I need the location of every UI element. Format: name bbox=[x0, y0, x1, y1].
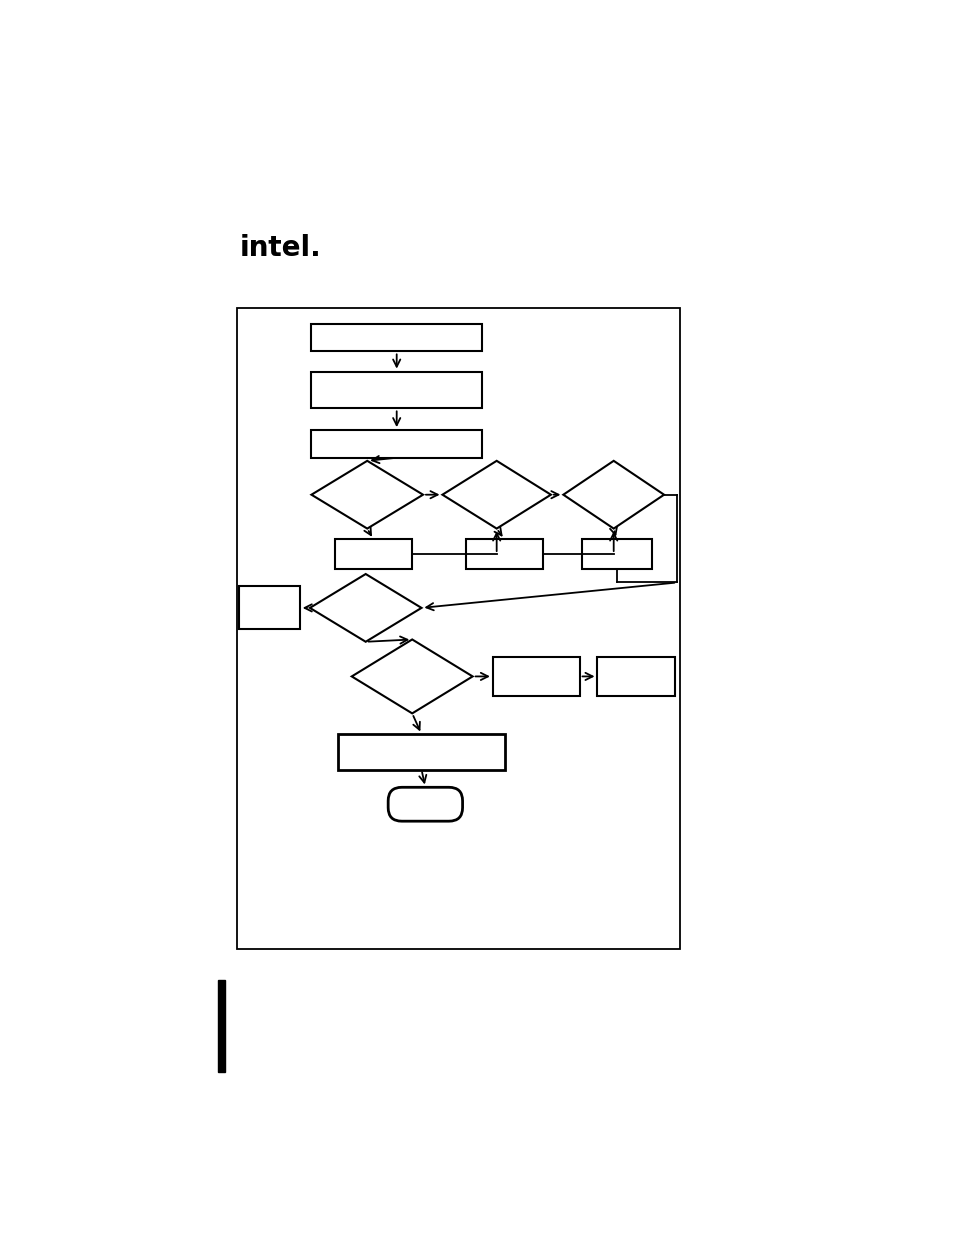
FancyBboxPatch shape bbox=[388, 787, 462, 821]
Text: intel.: intel. bbox=[239, 235, 321, 262]
Bar bbox=[465, 540, 542, 568]
Polygon shape bbox=[310, 574, 421, 642]
Polygon shape bbox=[352, 640, 472, 714]
Bar bbox=[597, 657, 674, 695]
Bar bbox=[581, 540, 651, 568]
Bar bbox=[335, 540, 412, 568]
Bar bbox=[311, 324, 481, 352]
Bar bbox=[493, 657, 579, 695]
Bar bbox=[311, 430, 481, 458]
Bar bbox=[311, 372, 481, 409]
Bar bbox=[337, 734, 505, 769]
Bar bbox=[236, 308, 679, 948]
Text: intel•: intel• bbox=[239, 235, 328, 262]
Text: int: int bbox=[239, 235, 282, 262]
Polygon shape bbox=[562, 461, 663, 529]
Polygon shape bbox=[442, 461, 550, 529]
Polygon shape bbox=[311, 461, 422, 529]
Bar bbox=[239, 587, 299, 630]
Bar bbox=[218, 979, 224, 1072]
